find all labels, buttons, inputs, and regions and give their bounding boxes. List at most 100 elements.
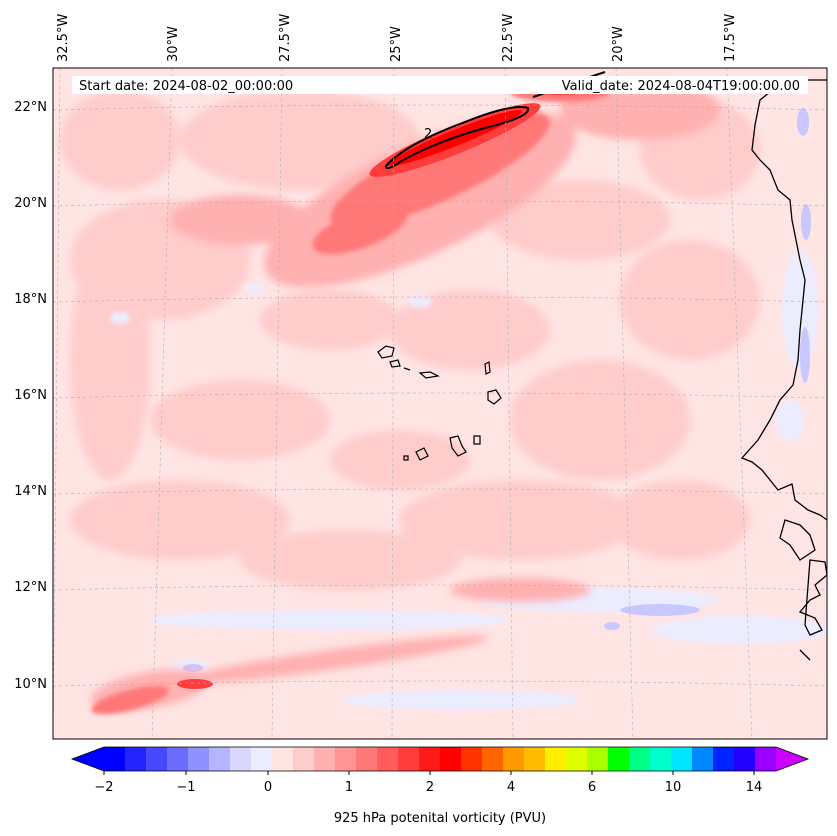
colorbar-segment: [650, 747, 672, 771]
colorbar-segment: [188, 747, 210, 771]
lon-label: 32.5°W: [56, 14, 71, 62]
lon-label: 30°W: [166, 26, 181, 62]
colorbar-segment: [209, 747, 231, 771]
lat-label: 12°N: [14, 580, 47, 595]
map-panel: [53, 68, 827, 739]
colorbar-segment: [419, 747, 441, 771]
island-fogo: [415, 447, 429, 461]
lon-label: 17.5°W: [723, 14, 738, 62]
colorbar-segment: [566, 747, 588, 771]
colorbar-segment: [104, 747, 126, 771]
colorbar-tick-label: −2: [94, 780, 113, 795]
colorbar-segment: [482, 747, 504, 771]
date-banner: [72, 76, 808, 94]
colorbar-over-arrow: [776, 747, 808, 771]
colorbar-under-arrow: [72, 747, 104, 771]
colorbar-segment: [146, 747, 168, 771]
colorbar-segment: [230, 747, 252, 771]
lat-label: 20°N: [14, 196, 47, 211]
colorbar-segment: [293, 747, 315, 771]
island-santo-antao: [377, 345, 395, 359]
island-boa-vista: [487, 389, 502, 405]
graticule-parallel: [53, 488, 827, 495]
lon-label: 22.5°W: [501, 14, 516, 62]
cape-verde-islands: [377, 345, 502, 461]
colorbar-segment: [629, 747, 651, 771]
colorbar-tick-label: 4: [507, 780, 515, 795]
colorbar-segment: [251, 747, 273, 771]
lat-label: 10°N: [14, 677, 47, 692]
island-santa-luzia: [403, 367, 411, 371]
graticule-parallel: [53, 296, 827, 303]
colorbar: −2 −1 0 1 2 4 6 10 14 925 hPa potenital …: [70, 746, 810, 826]
colorbar-segment: [440, 747, 462, 771]
graticule-meridian: [53, 68, 61, 739]
island-santiago: [449, 435, 467, 457]
graticule-meridian: [726, 68, 753, 739]
lat-label: 14°N: [14, 484, 47, 499]
colorbar-segment: [356, 747, 378, 771]
colorbar-tick-label: 2: [426, 780, 434, 795]
graticule-parallel: [53, 584, 827, 591]
colorbar-ticks: −2 −1 0 1 2 4 6 10 14: [94, 771, 762, 795]
latitude-labels: 22°N 20°N 18°N 16°N 14°N 12°N 10°N: [14, 100, 47, 692]
colorbar-segment: [545, 747, 567, 771]
colorbar-segment: [272, 747, 294, 771]
pv-2pvu-contour: [384, 106, 530, 170]
colorbar-tick-label: −1: [176, 780, 195, 795]
valid-date-label: Valid_date: 2024-08-04T19:00:00.00: [562, 79, 800, 94]
lon-label: 20°W: [611, 26, 626, 62]
island-sao-nicolau: [418, 371, 440, 379]
colorbar-segments: [104, 747, 777, 771]
colorbar-segment: [524, 747, 546, 771]
lat-label: 18°N: [14, 292, 47, 307]
colorbar-segment: [398, 747, 420, 771]
graticule-parallel: [53, 680, 827, 687]
colorbar-segment: [713, 747, 735, 771]
pv-negative-patches: [110, 250, 827, 710]
lon-label: 27.5°W: [278, 14, 293, 62]
colorbar-label: 925 hPa potenital vorticity (PVU): [334, 811, 546, 826]
colorbar-segment: [503, 747, 525, 771]
colorbar-segment: [755, 747, 777, 771]
start-date-label: Start date: 2024-08-02_00:00:00: [79, 79, 293, 94]
pv-light-pink-patches: [60, 90, 760, 590]
colorbar-segment: [734, 747, 756, 771]
colorbar-segment: [461, 747, 483, 771]
colorbar-tick-label: 0: [264, 780, 272, 795]
colorbar-tick-label: 1: [345, 780, 353, 795]
colorbar-segment: [335, 747, 357, 771]
graticule-meridian: [151, 68, 173, 739]
colorbar-segment: [167, 747, 189, 771]
island-brava: [403, 455, 409, 461]
graticule-meridian: [271, 68, 283, 739]
graticule-parallel: [53, 200, 827, 207]
graticule: [53, 68, 827, 739]
graticule-meridian: [615, 68, 634, 739]
lat-label: 22°N: [14, 100, 47, 115]
colorbar-segment: [314, 747, 336, 771]
lon-label: 25°W: [389, 26, 404, 62]
graticule-meridian: [391, 68, 395, 739]
colorbar-tick-label: 6: [588, 780, 596, 795]
island-maio: [473, 435, 481, 445]
colorbar-segment: [377, 747, 399, 771]
graticule-parallel: [53, 104, 827, 111]
island-sao-vicente: [389, 359, 401, 368]
map-frame: [52, 67, 828, 740]
colorbar-segment: [125, 747, 147, 771]
colorbar-segment: [671, 747, 693, 771]
colorbar-segment: [587, 747, 609, 771]
pv-negative-strong-patches: [183, 108, 811, 672]
colorbar-segment: [692, 747, 714, 771]
contour-label: 2: [424, 127, 432, 142]
island-sal: [484, 361, 491, 375]
colorbar-segment: [608, 747, 630, 771]
african-coastline: [740, 79, 827, 661]
colorbar-tick-label: 14: [746, 780, 763, 795]
colorbar-tick-label: 10: [665, 780, 682, 795]
longitude-labels: 32.5°W 30°W 27.5°W 25°W 22.5°W 20°W 17.5…: [56, 14, 738, 62]
lat-label: 16°N: [14, 388, 47, 403]
graticule-meridian: [504, 68, 514, 739]
